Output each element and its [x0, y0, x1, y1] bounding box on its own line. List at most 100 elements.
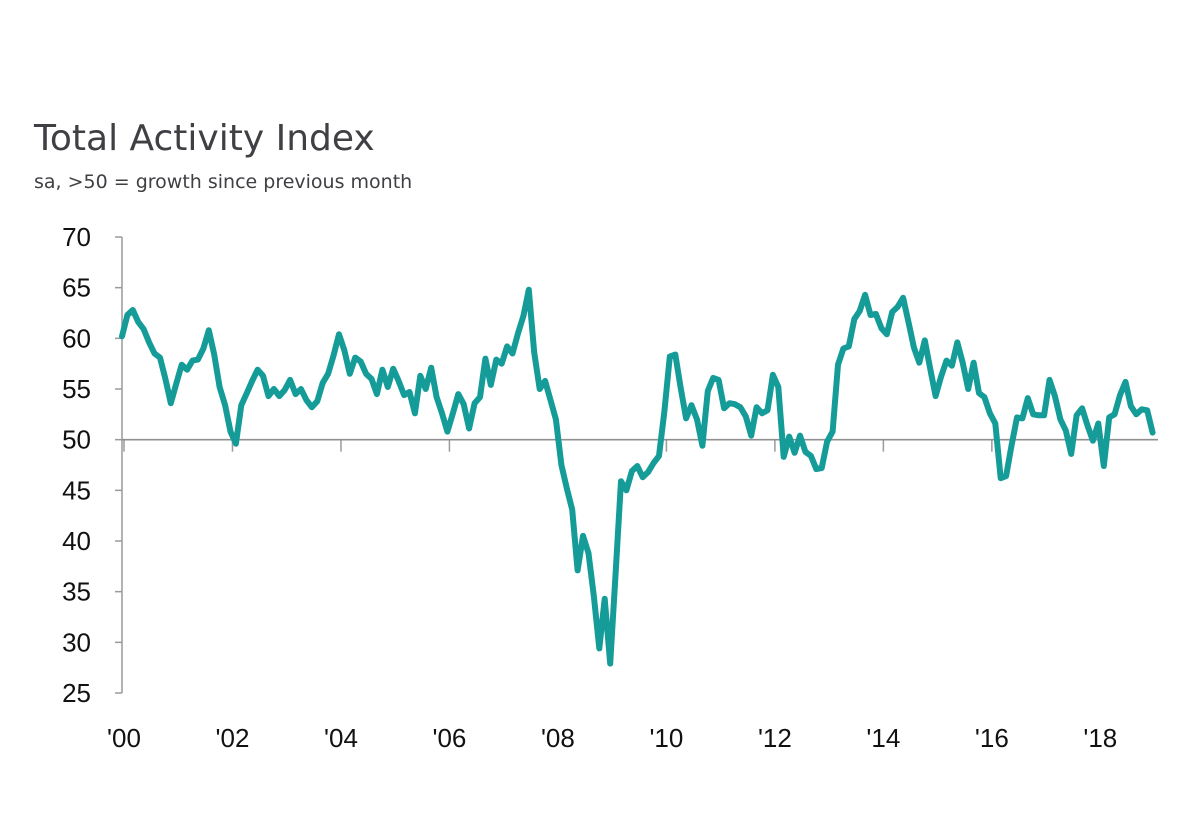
- data-point: [1019, 415, 1025, 421]
- data-point: [233, 441, 239, 447]
- data-point: [390, 366, 396, 372]
- chart-title: Total Activity Index: [34, 118, 375, 159]
- data-point: [607, 661, 613, 667]
- data-point: [1117, 392, 1123, 398]
- data-point: [195, 357, 201, 363]
- data-point: [640, 474, 646, 480]
- y-axis: 70 65 60 55 50 45 40 35 30 25: [62, 222, 123, 708]
- y-tick-label: 55: [62, 374, 91, 404]
- data-point: [255, 367, 261, 373]
- data-point: [526, 287, 532, 293]
- data-point: [455, 391, 461, 397]
- data-point: [808, 453, 814, 459]
- data-point: [575, 567, 581, 574]
- data-point: [705, 388, 711, 394]
- y-tick-label: 60: [62, 323, 91, 353]
- data-point: [553, 416, 559, 422]
- data-point: [992, 420, 998, 427]
- data-point: [922, 337, 928, 343]
- data-point: [520, 313, 527, 319]
- data-point: [124, 312, 130, 318]
- data-point: [482, 356, 488, 362]
- data-point: [1144, 407, 1150, 413]
- y-tick-label: 25: [62, 678, 91, 708]
- data-point: [851, 316, 857, 322]
- data-point: [802, 449, 809, 455]
- data-point: [200, 345, 206, 352]
- data-point: [726, 400, 733, 406]
- data-point: [271, 386, 277, 392]
- data-point: [298, 386, 304, 392]
- data-point: [867, 312, 874, 318]
- data-point: [488, 382, 494, 388]
- chart-subtitle: sa, >50 = growth since previous month: [34, 171, 413, 193]
- data-point: [656, 453, 662, 459]
- data-point: [613, 570, 619, 577]
- data-point: [710, 375, 716, 381]
- data-point: [374, 391, 380, 397]
- data-point: [1095, 420, 1101, 427]
- data-point: [336, 331, 342, 337]
- data-point: [325, 371, 331, 377]
- data-point: [943, 358, 950, 364]
- data-point: [434, 394, 440, 400]
- data-point: [1101, 463, 1107, 469]
- data-point: [1112, 411, 1118, 417]
- y-tick-label: 65: [62, 273, 91, 303]
- data-point: [835, 362, 841, 368]
- data-point: [358, 359, 364, 365]
- data-point: [634, 463, 640, 469]
- data-point: [873, 311, 879, 317]
- data-point: [694, 416, 700, 422]
- data-point: [396, 378, 402, 384]
- data-point: [569, 507, 575, 513]
- data-point: [857, 308, 863, 314]
- x-tick-label: '08: [541, 723, 575, 753]
- data-point: [965, 386, 971, 392]
- data-point: [151, 350, 158, 357]
- series-group: [119, 286, 1156, 667]
- x-tick-label: '04: [324, 723, 358, 753]
- data-point: [330, 353, 337, 359]
- data-point: [179, 362, 185, 368]
- data-point: [1046, 377, 1053, 383]
- y-tick-label: 35: [62, 577, 91, 607]
- data-point: [1084, 422, 1091, 429]
- data-point: [1068, 451, 1074, 457]
- data-point: [960, 360, 966, 366]
- data-point: [819, 465, 825, 471]
- data-point: [911, 344, 917, 351]
- data-point: [987, 410, 993, 416]
- data-point: [933, 393, 939, 399]
- data-point: [916, 360, 922, 366]
- data-point: [667, 354, 673, 360]
- data-point: [189, 358, 196, 364]
- data-point: [661, 408, 668, 414]
- data-point: [1090, 438, 1096, 444]
- data-point: [119, 333, 125, 339]
- data-point: [211, 351, 217, 358]
- data-point: [146, 339, 152, 345]
- x-tick-label: '16: [975, 723, 1009, 753]
- data-point: [846, 343, 852, 349]
- data-point: [786, 434, 792, 440]
- data-point: [238, 402, 244, 408]
- data-point: [352, 355, 358, 361]
- data-point: [314, 398, 320, 404]
- data-point: [797, 433, 803, 439]
- x-tick-label: '06: [432, 723, 466, 753]
- data-point: [509, 350, 516, 357]
- data-point: [792, 450, 798, 456]
- data-point: [1008, 443, 1015, 449]
- data-point: [672, 351, 678, 358]
- data-point: [591, 594, 597, 600]
- data-point: [168, 400, 174, 406]
- data-point: [303, 397, 309, 403]
- data-point: [217, 384, 223, 390]
- data-point: [417, 373, 423, 379]
- data-point: [775, 384, 781, 390]
- data-point: [1014, 414, 1020, 420]
- data-point: [949, 363, 955, 369]
- data-point: [1063, 427, 1069, 434]
- data-point: [1122, 379, 1129, 385]
